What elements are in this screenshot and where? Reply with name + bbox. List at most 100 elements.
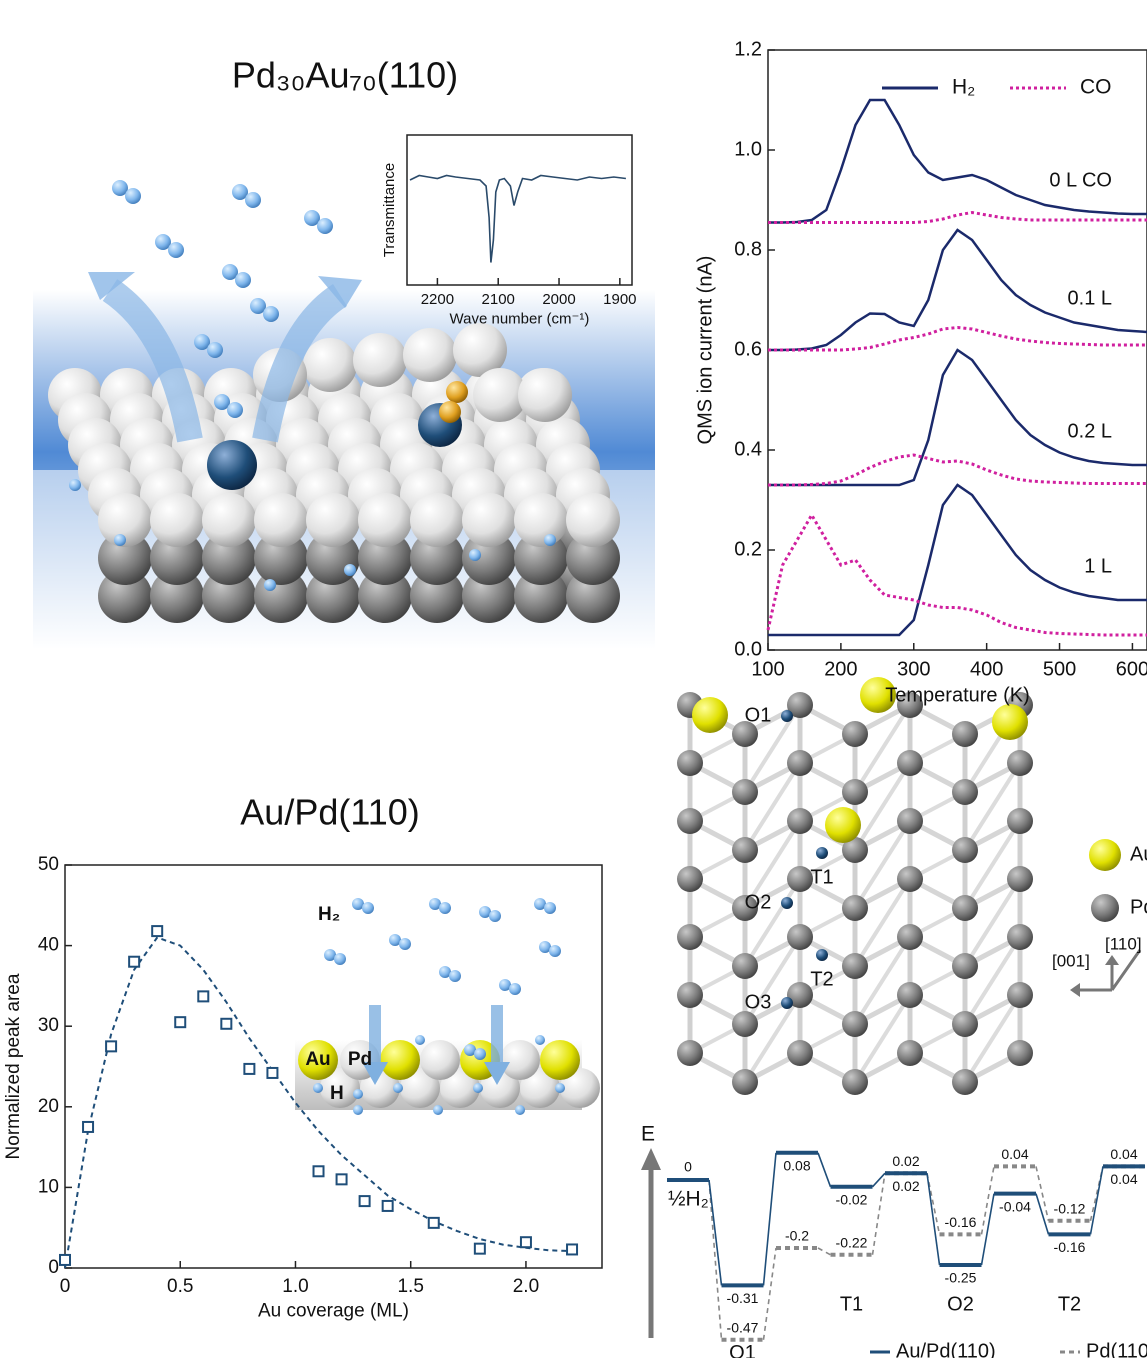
y-tick-label: 0 — [48, 1257, 59, 1278]
h2-molecule — [334, 953, 346, 965]
x-tick-label: 100 — [751, 658, 784, 680]
legend-label: Au — [1130, 843, 1147, 865]
trace-line — [768, 350, 1147, 485]
hydrogen-atom — [344, 564, 356, 576]
x-axis-label: Au coverage (ML) — [258, 1301, 409, 1322]
energy-value: 0 — [684, 1159, 692, 1175]
site-marker — [816, 847, 828, 859]
data-point — [521, 1237, 531, 1247]
h2-molecule — [125, 188, 141, 204]
energy-value: 0.04 — [1110, 1146, 1137, 1162]
pd-atom — [897, 924, 923, 950]
surface-atom — [462, 493, 516, 547]
state-label: T1 — [840, 1293, 863, 1315]
pd-atom — [677, 866, 703, 892]
x-tick-label: 2.0 — [513, 1276, 539, 1297]
site-marker — [781, 897, 793, 909]
connector — [1091, 1166, 1104, 1234]
surface-atom — [518, 368, 572, 422]
data-point — [83, 1122, 93, 1132]
au-atom — [380, 1040, 420, 1080]
site-label: O2 — [745, 891, 772, 913]
data-point — [360, 1196, 370, 1206]
trace-label: 0 L CO — [1049, 169, 1112, 191]
pd-atom — [732, 953, 758, 979]
trace-label: 0.2 L — [1068, 420, 1112, 442]
hydrogen-atom — [393, 1083, 403, 1093]
energy-value: 0.08 — [783, 1158, 810, 1174]
y-tick-label: 20 — [38, 1096, 59, 1117]
pd-atom — [732, 1069, 758, 1095]
surface-atom — [358, 493, 412, 547]
y-tick-label: 10 — [38, 1176, 59, 1197]
legend-au — [1089, 839, 1121, 871]
x-tick-label: 0 — [60, 1276, 71, 1297]
arrow-head — [1070, 983, 1080, 997]
pd-atom — [952, 779, 978, 805]
energy-value: -0.12 — [1054, 1201, 1086, 1217]
x-tick-label: 600 — [1116, 658, 1147, 680]
pd-atom — [787, 750, 813, 776]
h2-molecule — [317, 218, 333, 234]
energy-value: -0.16 — [1054, 1239, 1086, 1255]
pd-atom — [897, 750, 923, 776]
data-point — [314, 1166, 324, 1176]
surface-atom — [410, 493, 464, 547]
surface-atom — [254, 493, 308, 547]
energy-value: 0.04 — [1001, 1146, 1028, 1162]
pd-atom — [677, 750, 703, 776]
connector — [927, 1173, 940, 1265]
pd-atom — [842, 779, 868, 805]
h2-molecule — [449, 970, 461, 982]
state-label: O2 — [947, 1293, 974, 1315]
site-marker — [816, 949, 828, 961]
pd-atom — [897, 982, 923, 1008]
x-tick-label: 500 — [1043, 658, 1076, 680]
trace-line — [768, 213, 1147, 223]
legend-label: Au/Pd(110) — [896, 1340, 996, 1358]
pd-atom — [207, 440, 257, 490]
pd-atom — [897, 866, 923, 892]
figure: Pd₃₀Au₇₀(110)H₂AuPdHO1T1O2T2O3AuPd[110][… — [0, 0, 1147, 1358]
pd-atom — [787, 808, 813, 834]
data-point — [567, 1244, 577, 1254]
chart-title: Au/Pd(110) — [240, 792, 419, 833]
y-tick-label: 0.8 — [734, 238, 762, 260]
x-tick-label: 2000 — [542, 291, 575, 308]
connector — [818, 1153, 831, 1187]
pd-atom — [787, 866, 813, 892]
data-point — [337, 1174, 347, 1184]
energy-value: 0.04 — [1110, 1171, 1137, 1187]
pd-atom — [732, 1011, 758, 1037]
metal-label: Pd — [348, 1049, 372, 1070]
h2-molecule — [168, 242, 184, 258]
x-tick-label: 2200 — [421, 291, 454, 308]
pd-atom — [787, 1040, 813, 1066]
y-tick-label: 0.6 — [734, 338, 762, 360]
surface-atom — [403, 328, 457, 382]
hydrogen-atom — [353, 1105, 363, 1115]
hydrogen-atom — [313, 1083, 323, 1093]
h2-molecule — [263, 306, 279, 322]
data-point — [129, 957, 139, 967]
pd-atom — [732, 837, 758, 863]
pd-atom — [500, 1040, 540, 1080]
h2-molecule — [439, 902, 451, 914]
energy-axis-label: E — [641, 1123, 655, 1146]
hydrogen-atom — [69, 479, 81, 491]
hydrogen-atom — [555, 1083, 565, 1093]
data-point — [267, 1068, 277, 1078]
co-atom — [439, 401, 461, 423]
surface-atom — [566, 493, 620, 547]
energy-value: -0.02 — [836, 1192, 868, 1208]
x-tick-label: 1900 — [603, 291, 636, 308]
pd-atom — [952, 895, 978, 921]
legend-label: Pd(110) — [1086, 1340, 1147, 1358]
surface-atom — [306, 493, 360, 547]
y-axis-label: QMS ion current (nA) — [694, 256, 716, 445]
legend-label: CO — [1080, 76, 1112, 99]
x-tick-label: 1.5 — [397, 1276, 423, 1297]
x-tick-label: 2100 — [482, 291, 515, 308]
au-atom — [692, 697, 728, 733]
axis-direction: [001] — [1052, 951, 1090, 970]
